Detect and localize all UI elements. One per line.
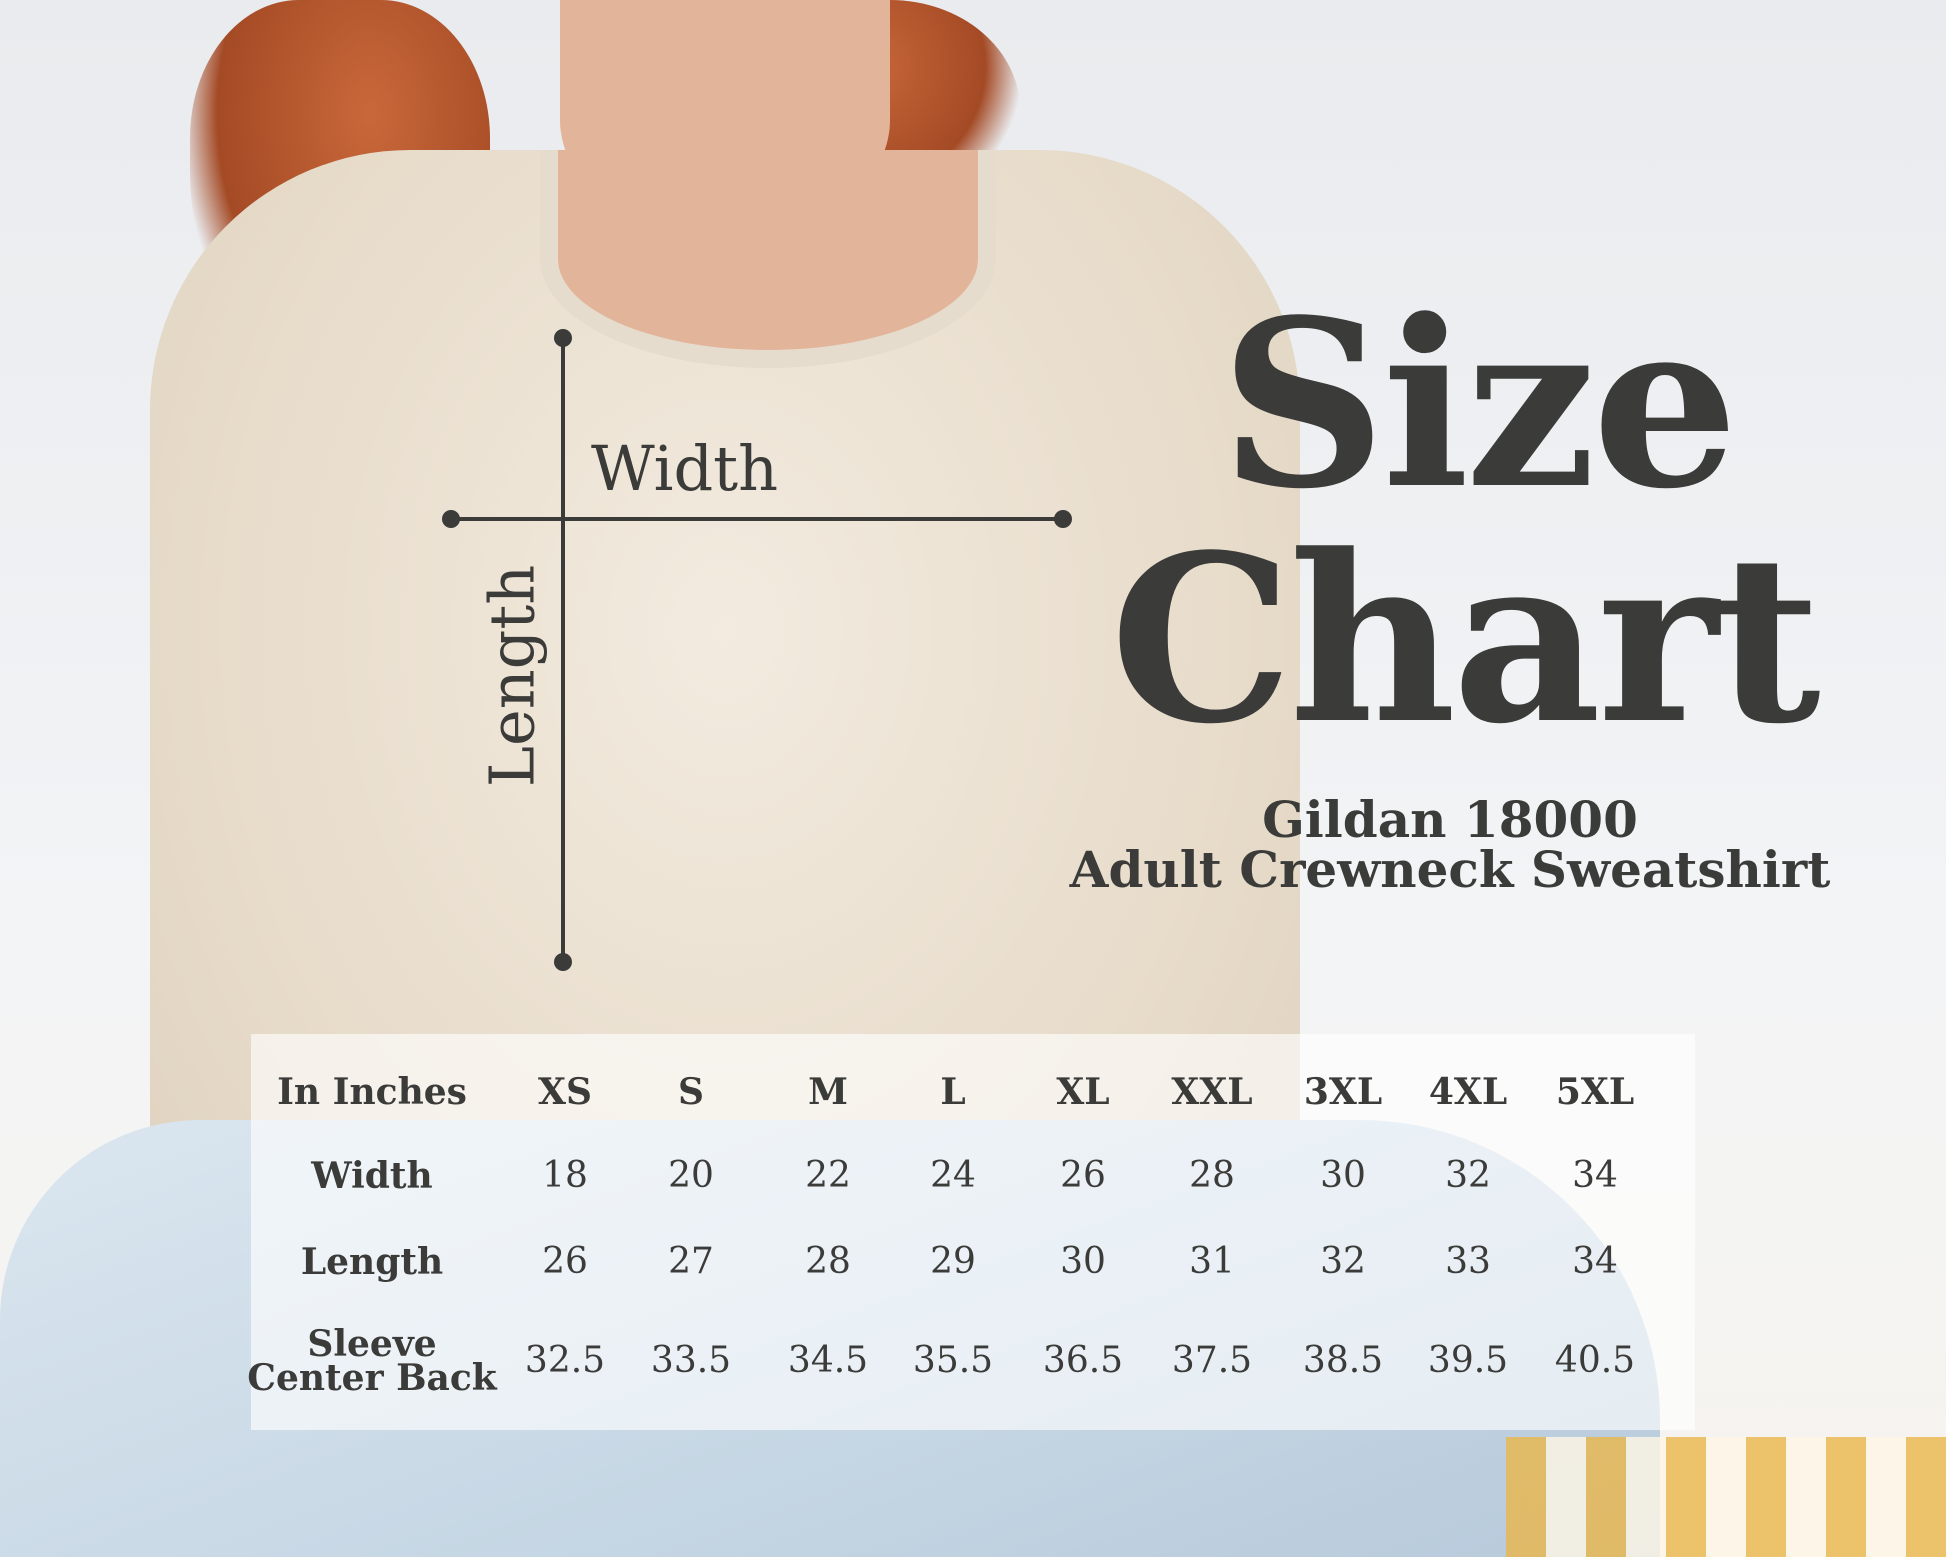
table-cell: 34 — [1572, 1241, 1618, 1282]
size-header: 5XL — [1555, 1071, 1635, 1113]
size-header: 4XL — [1428, 1071, 1508, 1113]
size-header: 3XL — [1303, 1071, 1383, 1113]
title-size: Size — [1220, 270, 1738, 540]
table-cell: 40.5 — [1554, 1340, 1636, 1381]
table-cell: 32 — [1320, 1241, 1366, 1282]
length-bottom-dot — [554, 953, 572, 971]
size-header: L — [940, 1071, 966, 1113]
table-cell: 36.5 — [1042, 1340, 1124, 1381]
size-header: XL — [1056, 1071, 1110, 1113]
width-left-dot — [442, 510, 460, 528]
length-top-dot — [554, 329, 572, 347]
table-cell: 31 — [1189, 1241, 1235, 1282]
length-measure-line — [561, 338, 565, 962]
table-cell: 26 — [1060, 1155, 1106, 1196]
width-label: Width — [591, 432, 778, 505]
table-cell: 33 — [1445, 1241, 1491, 1282]
table-cell: 39.5 — [1427, 1340, 1509, 1381]
table-cell: 20 — [668, 1155, 714, 1196]
row-label-sleeve: Sleeve — [307, 1323, 437, 1365]
row-label-length: Length — [300, 1241, 444, 1283]
product-model: Gildan 18000 — [1262, 790, 1638, 849]
size-header: XXL — [1171, 1071, 1253, 1113]
checkered-floor — [1506, 1437, 1946, 1557]
table-cell: 32.5 — [524, 1340, 606, 1381]
width-right-dot — [1054, 510, 1072, 528]
size-header: XS — [538, 1071, 592, 1113]
row-label-width: Width — [311, 1155, 433, 1197]
collar — [540, 150, 996, 368]
length-label: Length — [475, 564, 549, 788]
table-cell: 18 — [542, 1155, 588, 1196]
table-cell: 33.5 — [650, 1340, 732, 1381]
table-cell: 35.5 — [912, 1340, 994, 1381]
table-corner-header: In Inches — [277, 1071, 467, 1113]
size-table: In Inches Width Length Sleeve Center Bac… — [247, 1034, 1695, 1430]
table-cell: 32 — [1445, 1155, 1491, 1196]
row-label-center-back: Center Back — [247, 1357, 497, 1399]
table-cell: 26 — [542, 1241, 588, 1282]
product-name: Adult Crewneck Sweatshirt — [1069, 840, 1831, 899]
table-cell: 29 — [930, 1241, 976, 1282]
width-measure-line — [450, 517, 1063, 521]
table-cell: 30 — [1320, 1155, 1366, 1196]
size-header: S — [678, 1071, 704, 1113]
table-cell: 38.5 — [1302, 1340, 1384, 1381]
table-cell: 24 — [930, 1155, 976, 1196]
table-cell: 34 — [1572, 1155, 1618, 1196]
table-cell: 28 — [805, 1241, 851, 1282]
table-cell: 27 — [668, 1241, 714, 1282]
table-cell: 37.5 — [1171, 1340, 1253, 1381]
size-header: M — [808, 1071, 848, 1113]
table-cell: 30 — [1060, 1241, 1106, 1282]
table-cell: 28 — [1189, 1155, 1235, 1196]
table-cell: 22 — [805, 1155, 851, 1196]
title-chart: Chart — [1110, 505, 1821, 775]
table-cell: 34.5 — [787, 1340, 869, 1381]
